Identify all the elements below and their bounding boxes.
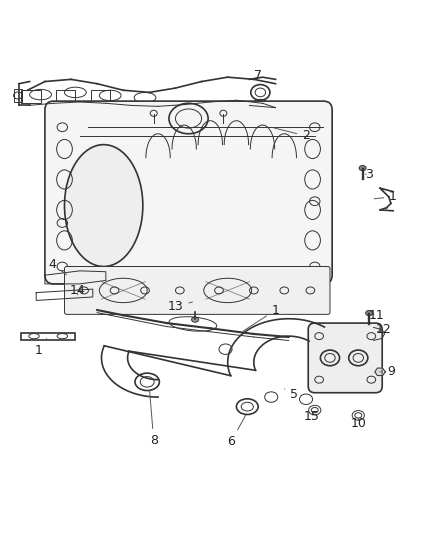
Bar [91,90,110,103]
Bar [21,90,41,103]
FancyBboxPatch shape [64,266,330,314]
FancyBboxPatch shape [45,101,332,284]
Ellipse shape [359,166,366,171]
Bar [14,89,22,102]
Bar [56,90,75,103]
Polygon shape [375,368,385,376]
Text: 7: 7 [254,69,262,86]
Text: 3: 3 [365,168,373,181]
Text: 11: 11 [369,309,385,322]
Text: 13: 13 [168,300,192,313]
Bar [21,333,75,340]
Text: 9: 9 [380,365,395,378]
Ellipse shape [191,317,198,322]
Text: 14: 14 [70,284,85,297]
Text: 2: 2 [274,128,310,142]
Text: 8: 8 [150,390,158,447]
Text: 15: 15 [304,410,319,423]
Text: 6: 6 [227,415,246,448]
Text: 5: 5 [284,389,298,401]
FancyBboxPatch shape [308,323,382,393]
Ellipse shape [64,144,143,266]
Text: 10: 10 [350,417,366,430]
Text: 1: 1 [374,190,397,204]
Text: 1: 1 [35,338,46,357]
Text: 4: 4 [49,258,67,275]
Text: 12: 12 [376,323,392,336]
Text: 1: 1 [243,303,279,331]
Ellipse shape [366,310,373,316]
